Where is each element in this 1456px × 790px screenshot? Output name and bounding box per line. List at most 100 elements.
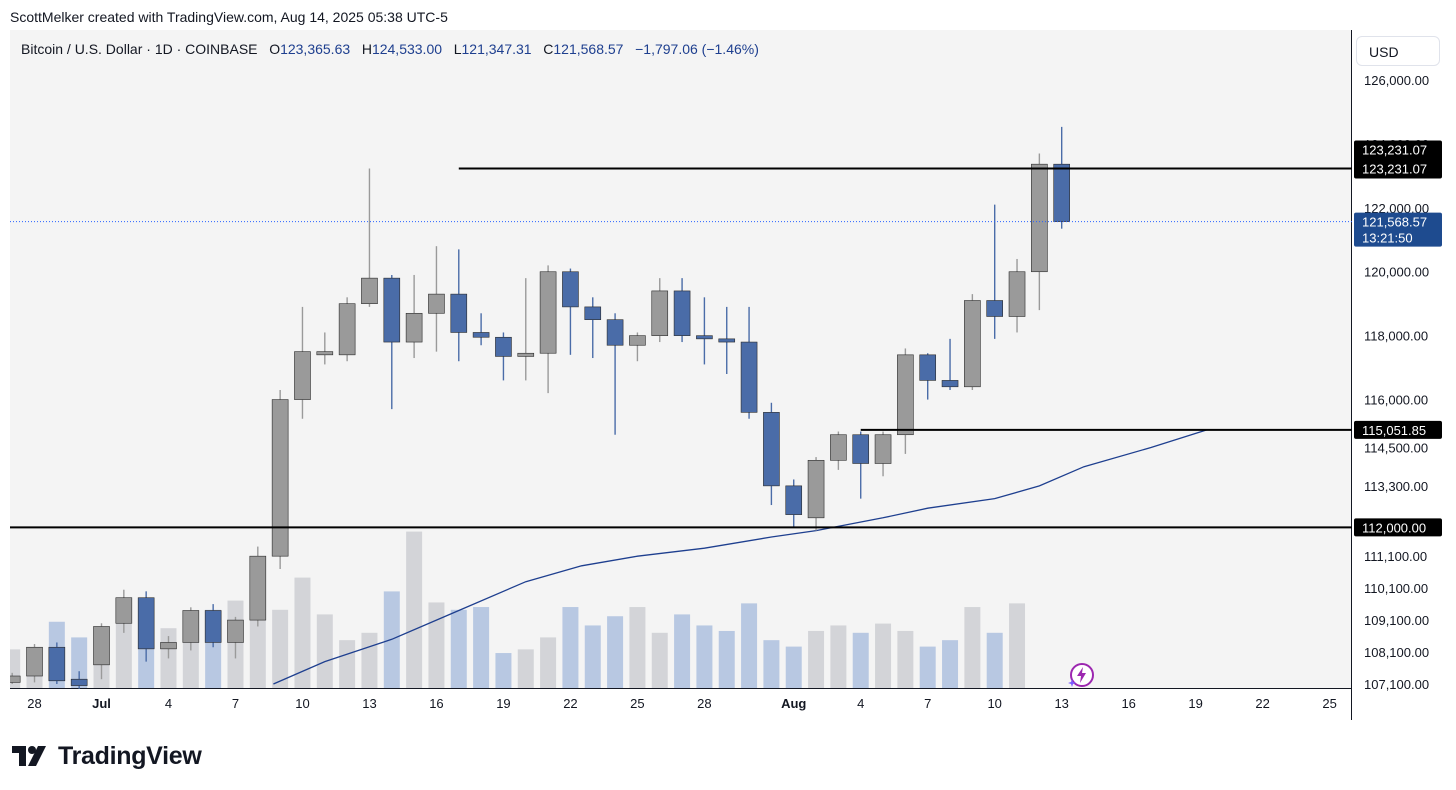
level-price-tag (1354, 518, 1442, 537)
tradingview-logo-icon (12, 746, 46, 766)
candle-body (182, 610, 200, 643)
x-tick-label: 28 (27, 696, 41, 711)
lightning-icon[interactable] (1068, 661, 1096, 689)
volume-bar (249, 619, 266, 688)
chart-credit: ScottMelker created with TradingView.com… (10, 9, 448, 25)
volume-bar (495, 653, 512, 688)
volume-bar (651, 632, 668, 688)
candle-body (316, 351, 334, 356)
price-axis-background (1352, 30, 1446, 688)
x-tick-label: 16 (1121, 696, 1135, 711)
level-price-tag (1354, 420, 1442, 439)
volume-bar (718, 630, 735, 688)
x-tick-label: 22 (1255, 696, 1269, 711)
volume-bar (473, 607, 490, 688)
candle-body (606, 319, 624, 346)
y-tick-label: 126,000.00 (1364, 73, 1429, 88)
candle-body (919, 354, 937, 381)
volume-bar (1009, 603, 1026, 688)
candle-body (294, 351, 311, 400)
x-tick-label: 7 (924, 696, 931, 711)
x-tick-label: 10 (987, 696, 1001, 711)
x-tick-label: 4 (165, 696, 172, 711)
volume-bar (339, 640, 356, 688)
volume-bar (852, 632, 869, 688)
x-tick-label: 22 (563, 696, 577, 711)
candle-body (941, 380, 959, 388)
candle-body (562, 271, 579, 308)
level-price-label: 115,051.85 (1362, 423, 1426, 438)
y-tick-label: 113,300.00 (1364, 479, 1428, 494)
y-tick-label: 110,100.00 (1364, 581, 1428, 596)
x-tick-label: 10 (295, 696, 309, 711)
candle-body (271, 399, 289, 557)
candle-body (539, 271, 557, 354)
open-label: O (269, 41, 281, 57)
candle-body (70, 678, 88, 686)
candle-body (807, 459, 825, 519)
volume-bar (785, 646, 802, 688)
y-tick-label: 122,000.00 (1364, 201, 1429, 216)
candle-body (830, 434, 847, 461)
candle-body (160, 642, 177, 650)
candle-body (673, 290, 691, 336)
y-tick-label: 108,100.00 (1364, 645, 1429, 660)
x-tick-label: Jul (92, 696, 111, 711)
volume-bar (763, 640, 780, 688)
volume-bar (696, 625, 713, 688)
candle-body (740, 341, 758, 413)
candle-body (696, 335, 713, 340)
candle-body (450, 293, 468, 333)
x-tick-label: 13 (362, 696, 376, 711)
volume-bar (830, 625, 847, 688)
chart-area[interactable]: 126,000.00124,000.00122,000.00120,000.00… (10, 30, 1446, 720)
candle-body (93, 626, 110, 666)
candle-body (964, 300, 981, 388)
last-price-tag (1354, 212, 1442, 247)
y-tick-label: 107,100.00 (1364, 677, 1429, 692)
y-tick-label: 111,100.00 (1364, 549, 1427, 564)
candle-body (472, 332, 490, 338)
high-value: 124,533.00 (371, 41, 443, 57)
x-tick-label: 19 (1188, 696, 1202, 711)
candle-body (383, 277, 401, 343)
candle-body (115, 597, 133, 624)
volume-bar (182, 632, 199, 688)
plot-background (10, 30, 1351, 688)
close-label: C (543, 41, 554, 57)
volume-bar (316, 614, 333, 688)
candle-body (1053, 163, 1070, 222)
brand[interactable]: TradingView (12, 740, 202, 772)
level-price-label: 123,231.07 (1362, 161, 1427, 176)
level-price-label: 123,231.07 (1362, 142, 1427, 157)
change-value: −1,797.06 (−1.46%) (635, 41, 759, 57)
volume-bar (540, 637, 557, 688)
volume-bar (272, 609, 289, 688)
candle-body (1008, 271, 1026, 317)
volume-bar (919, 646, 936, 688)
volume-bar (584, 625, 601, 688)
volume-bar (406, 531, 423, 688)
volume-bar (10, 649, 21, 688)
candle-body (10, 675, 21, 683)
candle-body (361, 277, 378, 305)
x-tick-label: 25 (630, 696, 644, 711)
candle-body (651, 290, 669, 336)
y-tick-label: 114,500.00 (1364, 441, 1428, 456)
currency-button[interactable]: USD (1356, 36, 1440, 66)
countdown-label: 13:21:50 (1362, 231, 1413, 246)
candle-body (874, 434, 892, 464)
candle-body (338, 303, 356, 356)
volume-bar (361, 632, 378, 688)
candle-body (227, 619, 244, 643)
price-chart[interactable]: 126,000.00124,000.00122,000.00120,000.00… (10, 30, 1446, 720)
candle-body (48, 646, 66, 682)
volume-bar (808, 630, 825, 688)
volume-bar (71, 637, 88, 688)
candle-body (1031, 163, 1048, 273)
candle-body (495, 336, 512, 357)
level-price-tag (1354, 140, 1442, 179)
brand-name: TradingView (58, 741, 202, 770)
x-tick-label: 7 (232, 696, 239, 711)
moving-average-line (273, 429, 1207, 685)
